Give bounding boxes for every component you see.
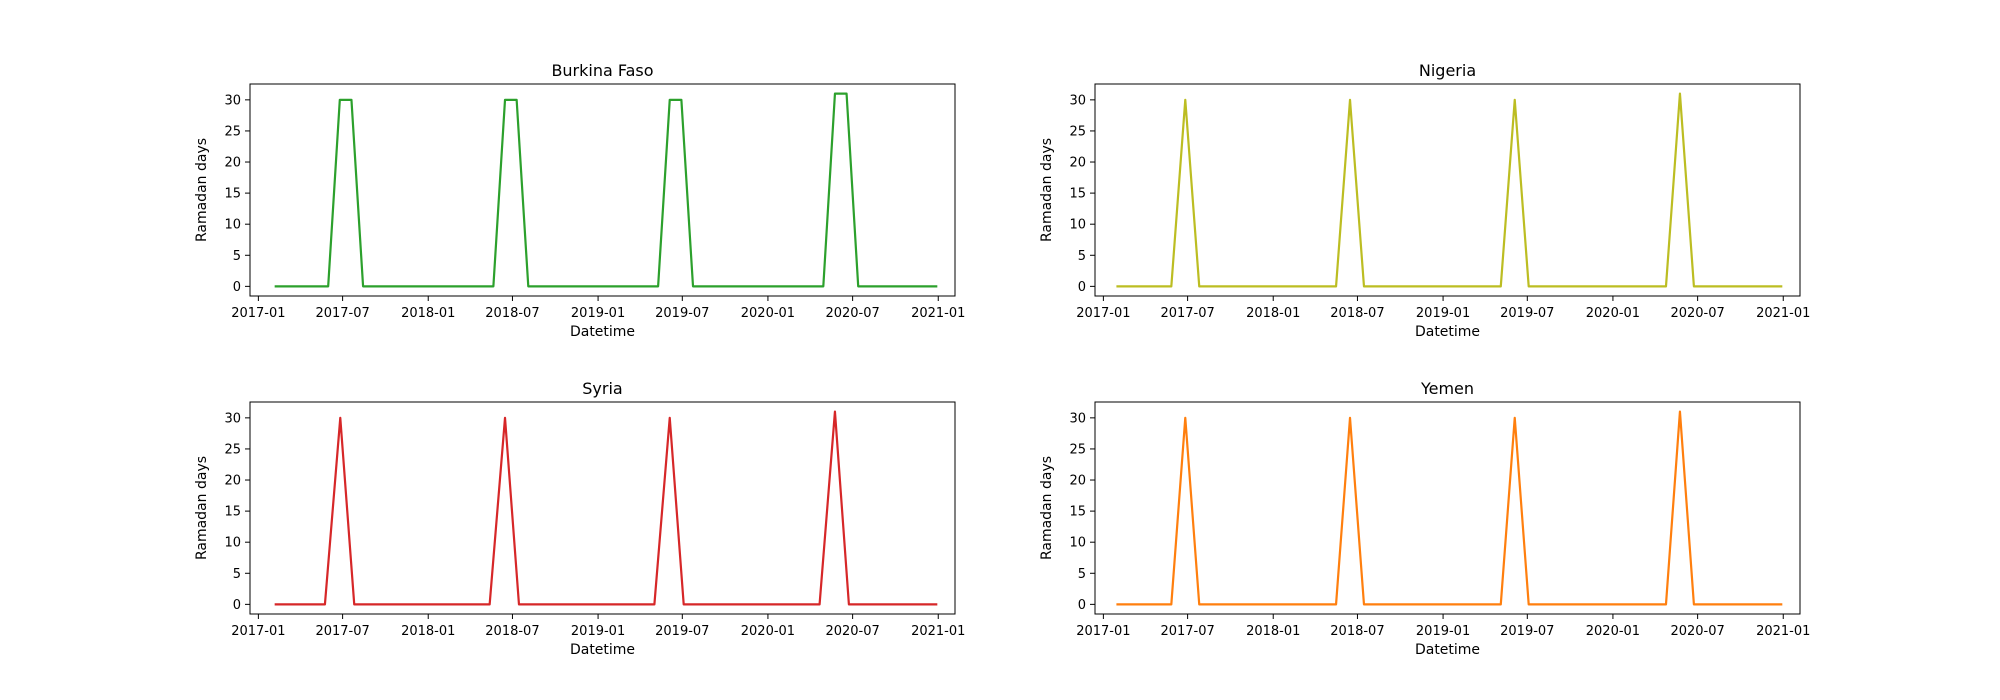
x-tick-label: 2018-07 xyxy=(485,306,539,321)
x-tick-label: 2020-01 xyxy=(741,624,795,639)
chart-title: Syria xyxy=(582,379,622,398)
x-tick-label: 2017-07 xyxy=(1160,624,1214,639)
series-line xyxy=(274,92,938,288)
x-tick-label: 2018-01 xyxy=(1246,624,1300,639)
y-tick-label: 15 xyxy=(224,505,241,520)
series-line xyxy=(1116,92,1783,288)
x-tick-label: 2018-01 xyxy=(401,624,455,639)
x-tick-label: 2017-01 xyxy=(231,624,285,639)
axes-frame xyxy=(1094,401,1801,615)
y-tick-label: 0 xyxy=(233,280,241,295)
axes-frame xyxy=(1094,83,1801,297)
x-tick-label: 2020-01 xyxy=(1586,306,1640,321)
chart-title: Nigeria xyxy=(1419,61,1476,80)
y-tick-label: 5 xyxy=(1078,567,1086,582)
x-tick-label: 2019-01 xyxy=(1416,306,1470,321)
axes-frame xyxy=(249,401,956,615)
y-tick-label: 25 xyxy=(224,442,241,457)
x-tick-label: 2018-07 xyxy=(1330,306,1384,321)
series-line xyxy=(274,410,938,606)
x-axis-label: Datetime xyxy=(570,324,635,340)
x-tick-label: 2020-07 xyxy=(825,624,879,639)
x-tick-label: 2021-01 xyxy=(911,624,965,639)
x-tick-label: 2019-07 xyxy=(1500,306,1554,321)
subplot-burkina-faso: Burkina Faso 0 5 10 15 20 25 30 2017-01 2017-07 20… xyxy=(194,61,965,340)
y-tick-label: 15 xyxy=(1069,187,1086,202)
y-axis-label: Ramadan days xyxy=(194,456,210,560)
x-tick-label: 2017-01 xyxy=(1076,624,1130,639)
y-tick-label: 15 xyxy=(224,187,241,202)
y-tick-label: 0 xyxy=(1078,280,1086,295)
subplot-syria: Syria 0 5 10 15 20 25 30 2017-01 2017-07 2018-01 20… xyxy=(194,379,965,658)
axes-frame xyxy=(249,83,956,297)
x-axis-label: Datetime xyxy=(570,642,635,658)
x-tick-label: 2019-07 xyxy=(655,306,709,321)
y-tick-label: 10 xyxy=(1069,536,1086,551)
x-tick-label: 2017-01 xyxy=(231,306,285,321)
x-tick-label: 2017-01 xyxy=(1076,306,1130,321)
x-tick-label: 2020-01 xyxy=(741,306,795,321)
y-tick-label: 10 xyxy=(224,536,241,551)
y-tick-label: 20 xyxy=(224,156,241,171)
x-tick-label: 2021-01 xyxy=(1756,624,1810,639)
subplot-yemen: Yemen 0 5 10 15 20 25 30 2017-01 2017-07 2018-01 20… xyxy=(1039,379,1810,658)
x-tick-label: 2018-01 xyxy=(401,306,455,321)
y-tick-label: 5 xyxy=(233,249,241,264)
x-tick-label: 2019-01 xyxy=(571,306,625,321)
x-tick-label: 2017-07 xyxy=(1160,306,1214,321)
series-line xyxy=(1116,410,1783,606)
x-axis-label: Datetime xyxy=(1415,324,1480,340)
x-tick-label: 2019-07 xyxy=(1500,624,1554,639)
y-tick-label: 0 xyxy=(233,598,241,613)
y-axis-label: Ramadan days xyxy=(194,138,210,242)
y-axis-label: Ramadan days xyxy=(1039,138,1055,242)
x-tick-label: 2017-07 xyxy=(315,624,369,639)
x-tick-label: 2019-07 xyxy=(655,624,709,639)
y-tick-label: 5 xyxy=(1078,249,1086,264)
x-tick-label: 2020-07 xyxy=(825,306,879,321)
x-tick-label: 2020-07 xyxy=(1670,624,1724,639)
chart-title: Burkina Faso xyxy=(551,61,653,80)
x-tick-label: 2018-07 xyxy=(1330,624,1384,639)
x-axis-label: Datetime xyxy=(1415,642,1480,658)
subplot-nigeria: Nigeria 0 5 10 15 20 25 30 2017-01 2017-07 2018-01… xyxy=(1039,61,1810,340)
y-tick-label: 30 xyxy=(1069,93,1086,108)
y-tick-label: 30 xyxy=(224,411,241,426)
y-tick-label: 20 xyxy=(224,474,241,489)
y-tick-label: 20 xyxy=(1069,474,1086,489)
y-tick-label: 15 xyxy=(1069,505,1086,520)
x-tick-label: 2020-07 xyxy=(1670,306,1724,321)
y-tick-label: 30 xyxy=(224,93,241,108)
x-tick-label: 2021-01 xyxy=(1756,306,1810,321)
y-tick-label: 20 xyxy=(1069,156,1086,171)
x-tick-label: 2020-01 xyxy=(1586,624,1640,639)
x-tick-label: 2019-01 xyxy=(571,624,625,639)
y-tick-label: 25 xyxy=(224,124,241,139)
y-tick-label: 10 xyxy=(1069,218,1086,233)
y-tick-label: 25 xyxy=(1069,442,1086,457)
y-tick-label: 25 xyxy=(1069,124,1086,139)
y-tick-label: 0 xyxy=(1078,598,1086,613)
x-tick-label: 2019-01 xyxy=(1416,624,1470,639)
y-tick-label: 5 xyxy=(233,567,241,582)
x-tick-label: 2018-07 xyxy=(485,624,539,639)
x-tick-label: 2018-01 xyxy=(1246,306,1300,321)
y-axis-label: Ramadan days xyxy=(1039,456,1055,560)
x-tick-label: 2021-01 xyxy=(911,306,965,321)
x-tick-label: 2017-07 xyxy=(315,306,369,321)
chart-title: Yemen xyxy=(1420,379,1474,398)
y-tick-label: 30 xyxy=(1069,411,1086,426)
y-tick-label: 10 xyxy=(224,218,241,233)
